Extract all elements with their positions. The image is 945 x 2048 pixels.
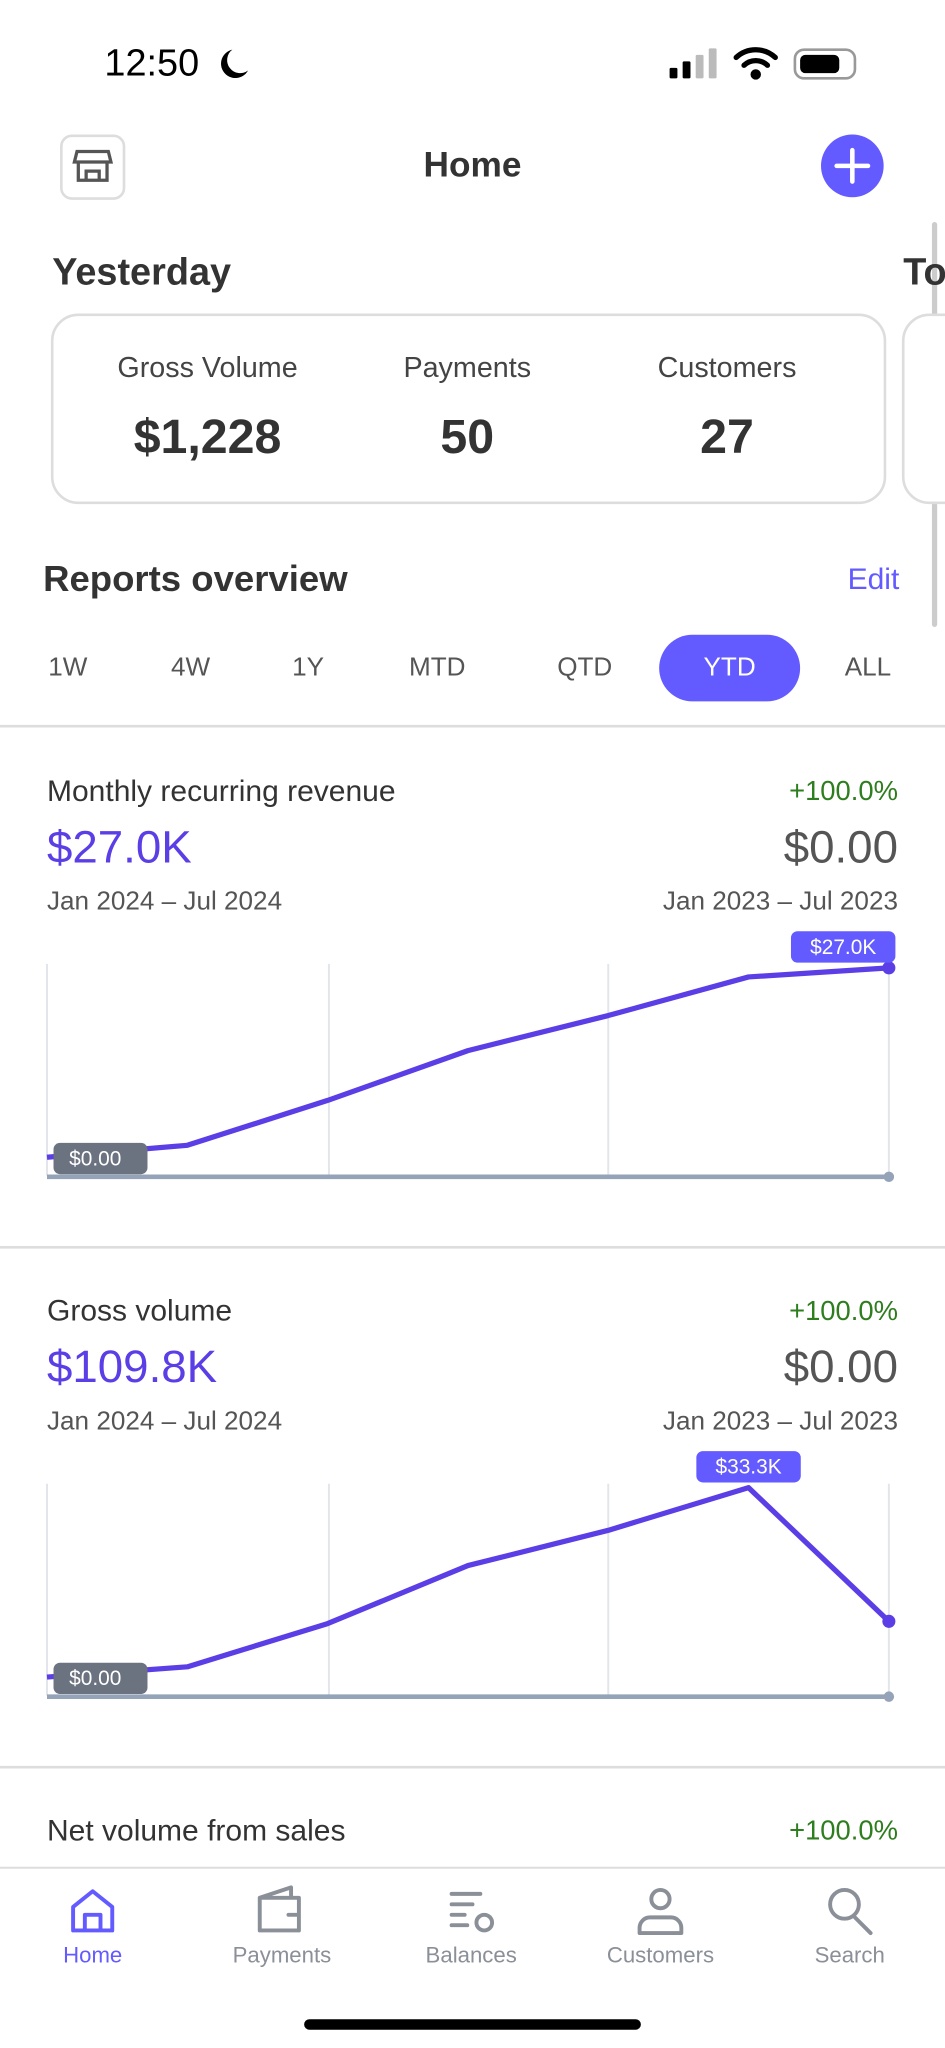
tab-label[interactable]: Payments <box>233 1942 332 1967</box>
stat-label: Customers <box>658 352 797 384</box>
range-tab[interactable]: YTD <box>704 652 756 682</box>
card-period: Jan 2024 – Jul 2024 <box>47 885 282 915</box>
chart-value-badge <box>790 931 896 963</box>
summary-card <box>50 313 887 505</box>
chart-line <box>46 965 890 1160</box>
chart-baseline-dot <box>883 1691 895 1702</box>
stat-label: Payments <box>403 352 531 384</box>
range-tab[interactable]: MTD <box>409 652 466 682</box>
range-tab[interactable]: QTD <box>557 652 612 682</box>
chart-value-badge <box>696 1451 801 1483</box>
card-title: Gross volume <box>47 1295 232 1328</box>
chart-value-label: $0.00 <box>69 1667 121 1690</box>
card-previous-value: $0.00 <box>784 821 898 872</box>
card-title: Monthly recurring revenue <box>47 775 396 808</box>
header-title: Home <box>424 145 522 184</box>
home-indicator <box>304 2019 641 2030</box>
range-tab[interactable]: 1W <box>48 652 88 682</box>
range-tab[interactable]: ALL <box>845 652 891 682</box>
chart-value-label: $27.0K <box>810 936 876 959</box>
card-value: $27.0K <box>47 821 192 872</box>
content: Gross Volume $1,228 Payments 50 Customers 27 1… <box>46 352 898 1847</box>
edit-link[interactable]: Edit <box>848 563 900 596</box>
tab-label[interactable]: Customers <box>607 1942 714 1967</box>
range-tab[interactable]: 4W <box>171 652 211 682</box>
chart-line <box>46 1485 891 1680</box>
reports-title: Reports overview <box>43 558 348 599</box>
stat-value: 50 <box>440 410 494 464</box>
tab-icon <box>71 1889 115 1933</box>
tab-bar <box>0 1867 945 2048</box>
card-previous-value: $0.00 <box>784 1341 898 1392</box>
tab-icon <box>637 1888 684 1936</box>
tab-label[interactable]: Balances <box>426 1942 517 1967</box>
stat-value: $1,228 <box>134 410 282 464</box>
card-title: Net volume from sales <box>47 1814 345 1847</box>
next-summary-card <box>901 313 945 505</box>
add-icon <box>834 147 871 184</box>
chart-baseline-dot <box>883 1171 895 1183</box>
range-pill <box>659 634 801 702</box>
wifi-icon <box>733 47 778 80</box>
chart-value-badge <box>53 1662 148 1695</box>
card-change: +100.0% <box>789 775 898 806</box>
card-previous-period: Jan 2023 – Jul 2023 <box>663 885 898 915</box>
range-tab[interactable]: 1Y <box>292 652 324 682</box>
chart-end-dot <box>882 1614 896 1628</box>
chart-value-badge <box>53 1142 148 1175</box>
card-change: +100.0% <box>789 1295 898 1326</box>
chart-end-dot <box>882 961 896 975</box>
signal-icon <box>669 48 717 79</box>
tab-label[interactable]: Search <box>815 1942 885 1967</box>
chart-value-label: $0.00 <box>69 1147 121 1170</box>
tab-label[interactable]: Home <box>63 1942 122 1967</box>
status-time: 12:50 <box>104 42 199 84</box>
store-button[interactable] <box>60 134 126 200</box>
section-title: Yesterday <box>52 251 231 293</box>
tab-icon <box>257 1885 301 1933</box>
card-change: +100.0% <box>789 1815 898 1846</box>
moon-icon <box>221 49 248 79</box>
store-icon <box>72 149 114 182</box>
card-value: $109.8K <box>47 1341 217 1392</box>
card-previous-period: Jan 2023 – Jul 2023 <box>663 1405 898 1435</box>
chart-value-label: $33.3K <box>715 1456 781 1479</box>
card-period: Jan 2024 – Jul 2024 <box>47 1405 282 1435</box>
battery-icon <box>793 48 857 80</box>
battery-level <box>800 54 840 74</box>
tab-icon <box>449 1891 495 1933</box>
tab-icon <box>828 1888 873 1936</box>
tabs: Home Payments Balances Customers Search <box>63 1885 885 1967</box>
stat-label: Gross Volume <box>117 352 297 384</box>
next-section-title: To <box>903 251 945 293</box>
stat-value: 27 <box>700 410 754 464</box>
